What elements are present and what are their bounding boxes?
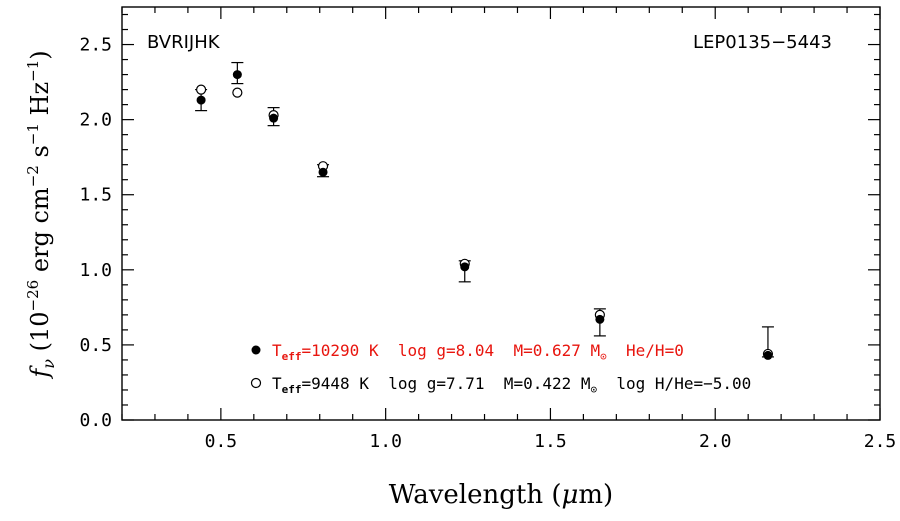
y-tick-label: 2.5 bbox=[79, 35, 112, 56]
y-tick-label: 1.5 bbox=[79, 185, 112, 206]
filled-circle-point bbox=[232, 70, 242, 80]
y-tick-label: 0.5 bbox=[79, 335, 112, 356]
legend: Teff=10290 K log g=8.04 M=0.627 M⊙ He/H=… bbox=[250, 341, 751, 396]
legend-label-model-he: Teff=9448 K log g=7.71 M=0.422 M⊙ log H/… bbox=[272, 374, 751, 396]
open-circle-point bbox=[232, 87, 243, 98]
legend-label-model-h: Teff=10290 K log g=8.04 M=0.627 M⊙ He/H=… bbox=[272, 341, 684, 363]
y-tick-labels: 0.0 0.5 1.0 1.5 2.0 2.5 bbox=[79, 35, 112, 431]
x-tick-labels: 0.5 1.0 1.5 2.0 2.5 bbox=[205, 431, 897, 452]
y-tick-label: 1.0 bbox=[79, 260, 112, 281]
filled-circle-point bbox=[318, 167, 328, 177]
y-tick-label: 2.0 bbox=[79, 110, 112, 131]
x-tick-label: 0.5 bbox=[205, 431, 238, 452]
filled-circle-point bbox=[269, 113, 279, 123]
plot-frame bbox=[121, 6, 881, 421]
filter-set-label: BVRIJHK bbox=[147, 32, 221, 53]
x-tick-label: 1.5 bbox=[534, 431, 567, 452]
x-tick-label: 2.5 bbox=[864, 431, 897, 452]
object-name-label: LEP0135−5443 bbox=[693, 32, 832, 53]
x-tick-label: 2.0 bbox=[699, 431, 732, 452]
open-circle-point bbox=[195, 84, 207, 95]
legend-marker-model-he bbox=[250, 377, 262, 389]
legend-marker-model-h bbox=[251, 345, 261, 355]
filled-circle-point bbox=[595, 314, 605, 324]
filled-circle-point bbox=[460, 262, 470, 272]
data-points bbox=[195, 70, 774, 360]
filled-circle-point bbox=[196, 95, 206, 105]
axis-ticks bbox=[121, 7, 881, 421]
y-axis-label: fν (10−26 erg cm−2 s−1 Hz−1) bbox=[24, 50, 58, 379]
y-tick-label: 0.0 bbox=[79, 410, 112, 431]
error-bars bbox=[195, 61, 774, 358]
x-tick-label: 1.0 bbox=[369, 431, 402, 452]
x-axis-label: Wavelength (μm) bbox=[389, 480, 613, 510]
filled-circle-point bbox=[763, 350, 773, 360]
